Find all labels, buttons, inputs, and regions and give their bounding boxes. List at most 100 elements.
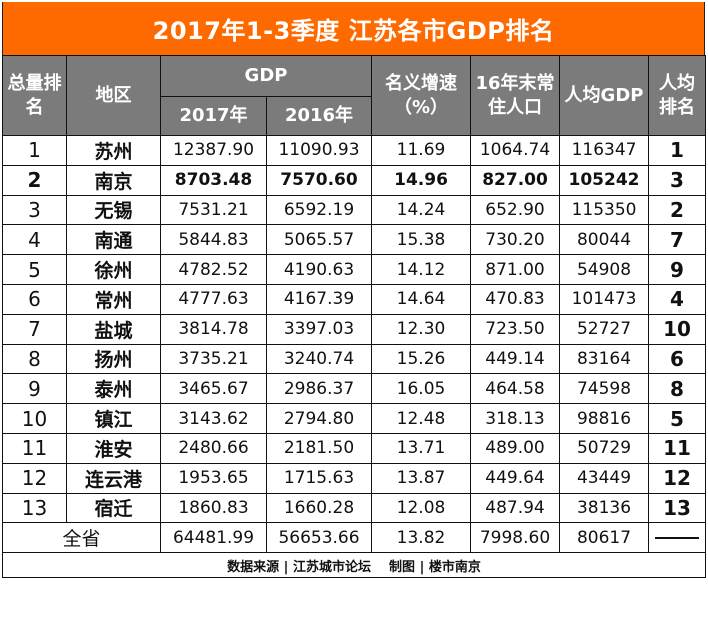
cell-gdp-2016: 1660.28	[265, 492, 373, 524]
cell-rank: 3	[2, 194, 67, 226]
cell-gdp-2016: 1715.63	[265, 462, 373, 494]
header-per-capita-gdp: 人均GDP	[559, 55, 650, 136]
cell-per-capita-rank: 5	[648, 403, 707, 434]
header-population-line1: 16年末常	[475, 73, 555, 95]
cell-gdp-2017: 4782.52	[160, 254, 267, 285]
cell-rank: 9	[2, 373, 67, 405]
cell-city: 盐城	[66, 313, 161, 345]
cell-gdp-2016: 6592.19	[265, 194, 373, 226]
cell-total-gdp-2016: 56653.66	[265, 522, 373, 554]
cell-per-capita: 105242	[559, 164, 650, 196]
header-region: 地区	[66, 55, 161, 136]
cell-city: 扬州	[66, 343, 161, 375]
cell-per-capita-rank: 12	[648, 462, 707, 494]
cell-total-growth: 13.82	[371, 522, 472, 554]
cell-gdp-2016: 11090.93	[265, 135, 373, 166]
header-per-capita-rank-line2: 排名	[659, 96, 696, 118]
cell-rank: 10	[2, 403, 67, 434]
header-growth: 名义增速 （%）	[371, 55, 472, 136]
cell-city: 泰州	[66, 373, 161, 405]
cell-rank: 6	[2, 283, 67, 315]
cell-gdp-2016: 3397.03	[265, 313, 373, 345]
table-row: 9 泰州 3465.67 2986.37 16.05 464.58 74598 …	[2, 373, 707, 405]
cell-gdp-2016: 4190.63	[265, 254, 373, 285]
cell-population: 318.13	[470, 403, 561, 434]
table-row: 7 盐城 3814.78 3397.03 12.30 723.50 52727 …	[2, 313, 707, 345]
cell-per-capita: 74598	[559, 373, 650, 405]
cell-population: 470.83	[470, 283, 561, 315]
cell-rank: 12	[2, 462, 67, 494]
cell-per-capita: 101473	[559, 283, 650, 315]
cell-city: 徐州	[66, 254, 161, 285]
cell-per-capita: 38136	[559, 492, 650, 524]
cell-per-capita-rank: 1	[648, 135, 707, 166]
cell-gdp-2017: 8703.48	[160, 164, 267, 196]
cell-population: 449.64	[470, 462, 561, 494]
cell-city: 淮安	[66, 432, 161, 464]
cell-per-capita-rank: 7	[648, 224, 707, 256]
cell-per-capita-rank: 13	[648, 492, 707, 524]
cell-growth: 14.64	[371, 283, 472, 315]
table-row: 1 苏州 12387.90 11090.93 11.69 1064.74 116…	[2, 135, 707, 166]
cell-rank: 8	[2, 343, 67, 375]
cell-total-per-capita: 80617	[559, 522, 650, 554]
cell-population: 723.50	[470, 313, 561, 345]
cell-total-per-capita-rank	[648, 522, 707, 554]
table-row: 12 连云港 1953.65 1715.63 13.87 449.64 4344…	[2, 462, 707, 494]
cell-total-gdp-2017: 64481.99	[160, 522, 267, 554]
cell-growth: 15.38	[371, 224, 472, 256]
cell-population: 827.00	[470, 164, 561, 196]
table-row: 13 宿迁 1860.83 1660.28 12.08 487.94 38136…	[2, 492, 707, 524]
header-gdp-2017: 2017年	[160, 96, 267, 136]
cell-per-capita: 116347	[559, 135, 650, 166]
cell-per-capita: 83164	[559, 343, 650, 375]
cell-per-capita: 52727	[559, 313, 650, 345]
cell-gdp-2017: 7531.21	[160, 194, 267, 226]
cell-rank: 7	[2, 313, 67, 345]
cell-gdp-2017: 12387.90	[160, 135, 267, 166]
header-growth-line1: 名义增速	[385, 73, 458, 95]
cell-growth: 16.05	[371, 373, 472, 405]
cell-per-capita-rank: 9	[648, 254, 707, 285]
cell-per-capita: 115350	[559, 194, 650, 226]
cell-population: 487.94	[470, 492, 561, 524]
header-growth-line2: （%）	[393, 96, 449, 118]
cell-gdp-2016: 2986.37	[265, 373, 373, 405]
cell-gdp-2017: 1953.65	[160, 462, 267, 494]
cell-growth: 14.96	[371, 164, 472, 196]
table-row: 4 南通 5844.83 5065.57 15.38 730.20 80044 …	[2, 224, 707, 256]
cell-gdp-2017: 3735.21	[160, 343, 267, 375]
cell-growth: 13.71	[371, 432, 472, 464]
header-gdp: GDP	[159, 55, 373, 97]
cell-rank: 4	[2, 224, 67, 256]
cell-population: 1064.74	[470, 135, 561, 166]
header-total-rank: 总量排名	[2, 55, 67, 136]
table-row: 2 南京 8703.48 7570.60 14.96 827.00 105242…	[2, 164, 707, 196]
cell-gdp-2017: 4777.63	[160, 283, 267, 315]
cell-city: 连云港	[66, 462, 161, 494]
cell-rank: 13	[2, 492, 67, 524]
cell-city: 南京	[66, 164, 161, 196]
table-row: 8 扬州 3735.21 3240.74 15.26 449.14 83164 …	[2, 343, 707, 375]
cell-growth: 14.24	[371, 194, 472, 226]
cell-rank: 1	[2, 135, 67, 166]
cell-city: 苏州	[66, 135, 161, 166]
cell-gdp-2017: 3465.67	[160, 373, 267, 405]
table-row-footer: 数据来源 | 江苏城市论坛 制图 | 楼市南京	[1, 552, 707, 579]
header-per-capita-rank: 人均 排名	[648, 55, 707, 136]
source-credit: 数据来源 | 江苏城市论坛 制图 | 楼市南京	[1, 552, 707, 579]
cell-gdp-2017: 5844.83	[160, 224, 267, 256]
cell-rank: 5	[2, 254, 67, 285]
cell-city: 无锡	[66, 194, 161, 226]
cell-per-capita: 43449	[559, 462, 650, 494]
cell-growth: 12.08	[371, 492, 472, 524]
cell-gdp-2016: 7570.60	[265, 164, 373, 196]
table-row-total: 全省 64481.99 56653.66 13.82 7998.60 80617	[2, 522, 707, 554]
header-per-capita-rank-line1: 人均	[659, 73, 696, 95]
cell-gdp-2016: 2794.80	[265, 403, 373, 434]
table-row: 5 徐州 4782.52 4190.63 14.12 871.00 54908 …	[2, 254, 707, 285]
cell-per-capita: 54908	[559, 254, 650, 285]
cell-total-population: 7998.60	[470, 522, 561, 554]
cell-rank: 2	[2, 164, 67, 196]
cell-gdp-2016: 4167.39	[265, 283, 373, 315]
